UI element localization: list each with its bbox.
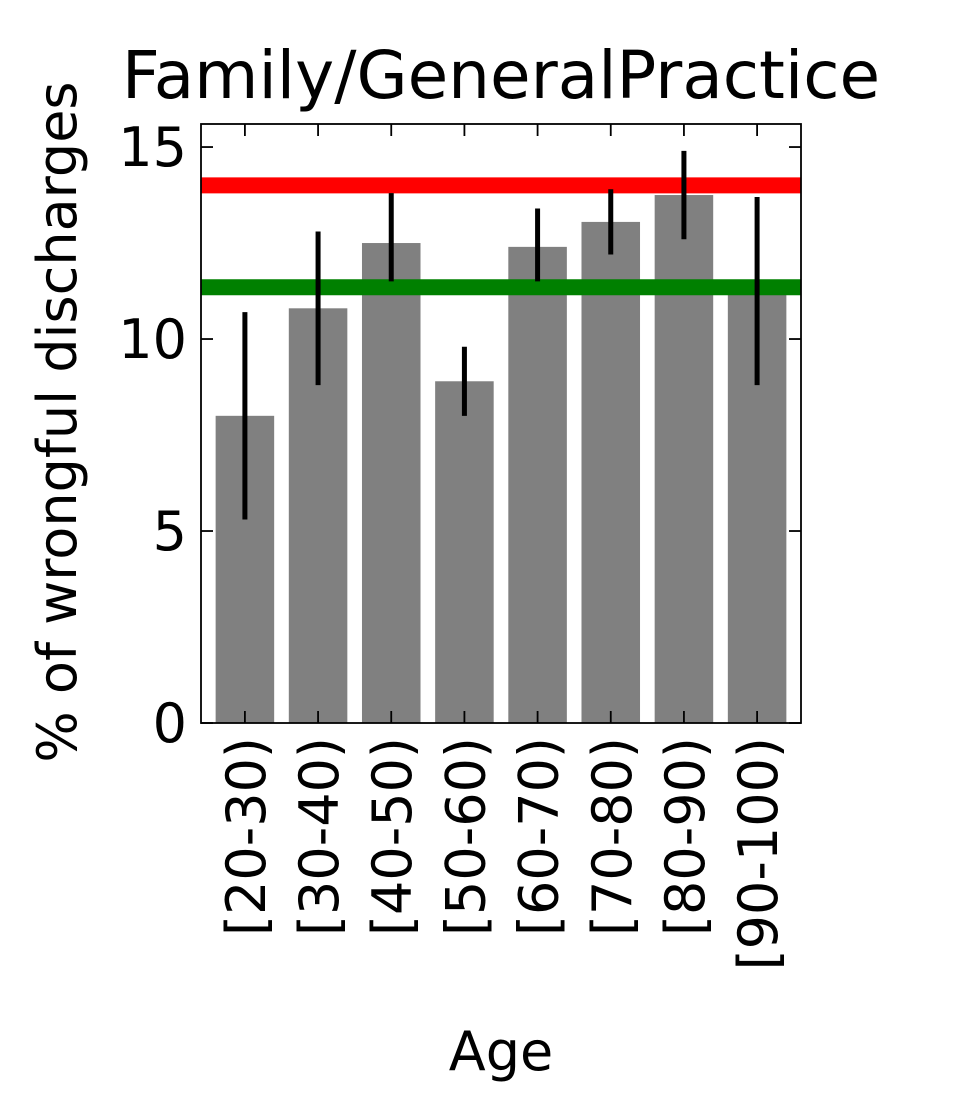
axis-ticks [201,124,801,724]
y-tick-labels: 0 5 10 15 [118,116,187,755]
x-tick-label-7: [90-100) [727,737,790,970]
x-tick-labels: [20-30) [30-40) [40-50) [50-60) [60-70) [70-8… [215,737,790,970]
plot-area [200,123,802,724]
y-tick-label-0: 0 [153,692,187,755]
x-tick-label-0: [20-30) [215,737,278,936]
x-tick-label-3: [50-60) [434,737,497,936]
bar-4 [508,246,567,723]
chart-title: Family/GeneralPractice [122,37,880,114]
reference-lines [201,177,801,296]
y-tick-label-3: 15 [118,116,187,179]
x-tick-label-2: [40-50) [361,737,424,936]
plot-frame [200,123,802,724]
x-tick-label-6: [80-90) [654,737,717,936]
bar-3 [435,381,494,723]
y-tick-label-1: 5 [153,500,187,563]
bar-5 [581,221,641,724]
bar-6 [654,195,714,723]
error-bars [242,150,760,520]
bars [215,195,787,724]
x-tick-label-1: [30-40) [288,737,351,936]
x-tick-label-4: [60-70) [508,737,571,936]
bar-2 [361,243,421,724]
y-tick-label-2: 10 [118,308,187,371]
x-tick-label-5: [70-80) [581,737,644,936]
y-axis-label: % of wrongful discharges [26,81,89,762]
x-axis-label: Age [449,1020,553,1083]
